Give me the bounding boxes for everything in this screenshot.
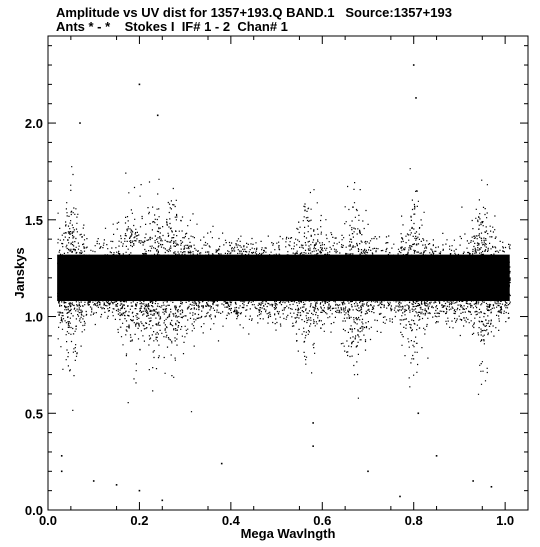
x-tick-label: 0.4 (222, 513, 241, 528)
y-tick-label: 2.0 (25, 116, 43, 131)
x-tick-label: 0.2 (130, 513, 148, 528)
outlier-point (161, 499, 164, 502)
y-tick-label: 0.5 (25, 406, 43, 421)
x-tick-label: 0.6 (313, 513, 331, 528)
outlier-point (367, 470, 369, 473)
outlier-point (60, 470, 63, 473)
outlier-point (138, 83, 141, 86)
scatter-points (57, 64, 511, 502)
y-tick-label: 0.0 (25, 503, 43, 518)
y-tick-label: 1.5 (25, 213, 43, 228)
outlier-point (312, 422, 314, 424)
outlier-point (92, 480, 95, 482)
x-axis-label: Mega Wavlngth (241, 526, 336, 541)
outlier-point (60, 455, 63, 457)
point-cloud (57, 166, 511, 413)
outlier-point (415, 97, 417, 99)
outlier-point (435, 455, 438, 457)
y-axis-label: Janskys (12, 247, 27, 298)
outlier-point (472, 480, 474, 482)
plot-title: Amplitude vs UV dist for 1357+193.Q BAND… (56, 5, 452, 20)
outlier-point (79, 122, 81, 124)
x-axis-ticks: 0.0 0.2 0.4 0.6 0.8 1.0 (39, 36, 529, 528)
x-tick-label: 0.8 (405, 513, 423, 528)
plot-subtitle: Ants * - * Stokes I IF# 1 - 2 Chan# 1 (56, 19, 288, 34)
y-tick-label: 1.0 (25, 310, 43, 325)
outlier-point (138, 489, 141, 492)
x-tick-label: 0.0 (39, 513, 57, 528)
outlier-point (115, 484, 118, 486)
outlier-point (417, 412, 420, 415)
outlier-point (490, 485, 493, 488)
outlier-point (312, 445, 314, 447)
x-tick-label: 1.0 (496, 513, 514, 528)
outlier-point (156, 114, 159, 117)
outlier-point (399, 495, 401, 498)
y-axis-ticks: 0.0 0.5 1.0 1.5 2.0 (25, 45, 528, 518)
outlier-point (220, 462, 223, 465)
plot-frame (47, 35, 529, 511)
outlier-point (412, 64, 415, 66)
